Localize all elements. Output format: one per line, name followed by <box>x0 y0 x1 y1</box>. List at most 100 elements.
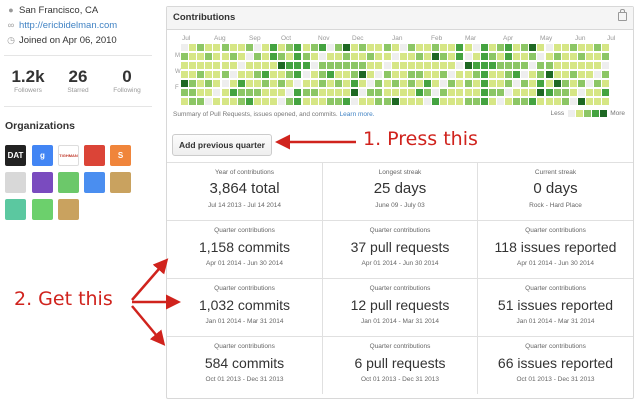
calendar-day[interactable] <box>278 71 286 78</box>
calendar-day[interactable] <box>286 71 294 78</box>
calendar-day[interactable] <box>456 71 464 78</box>
calendar-day[interactable] <box>197 80 205 87</box>
calendar-day[interactable] <box>383 44 391 51</box>
calendar-day[interactable] <box>229 44 237 51</box>
calendar-day[interactable] <box>594 62 602 69</box>
followers-stat[interactable]: 1.2k Followers <box>5 68 51 96</box>
calendar-day[interactable] <box>351 62 359 69</box>
calendar-day[interactable] <box>245 89 253 96</box>
calendar-day[interactable] <box>553 53 561 60</box>
calendar-day[interactable] <box>221 53 229 60</box>
calendar-day[interactable] <box>326 44 334 51</box>
calendar-day[interactable] <box>399 53 407 60</box>
calendar-day[interactable] <box>237 71 245 78</box>
organization-avatar[interactable] <box>5 172 26 193</box>
calendar-day[interactable] <box>545 98 553 105</box>
calendar-day[interactable] <box>569 89 577 96</box>
calendar-day[interactable] <box>561 62 569 69</box>
calendar-day[interactable] <box>586 98 593 105</box>
calendar-day[interactable] <box>245 80 253 87</box>
calendar-day[interactable] <box>529 71 537 78</box>
calendar-day[interactable] <box>432 53 440 60</box>
calendar-day[interactable] <box>448 89 456 96</box>
calendar-day[interactable] <box>367 89 375 96</box>
calendar-day[interactable] <box>496 44 504 51</box>
calendar-day[interactable] <box>391 62 399 69</box>
calendar-day[interactable] <box>569 44 577 51</box>
organization-avatar[interactable]: DAT <box>5 145 26 166</box>
calendar-day[interactable] <box>351 89 359 96</box>
calendar-day[interactable] <box>383 62 391 69</box>
calendar-day[interactable] <box>513 80 521 87</box>
calendar-day[interactable] <box>229 53 237 60</box>
calendar-day[interactable] <box>553 89 561 96</box>
calendar-day[interactable] <box>448 44 456 51</box>
calendar-day[interactable] <box>383 80 391 87</box>
organization-avatar[interactable] <box>32 172 53 193</box>
calendar-day[interactable] <box>181 71 188 78</box>
learn-more-link[interactable]: Learn more. <box>339 111 375 118</box>
calendar-day[interactable] <box>577 44 585 51</box>
calendar-day[interactable] <box>278 53 286 60</box>
calendar-day[interactable] <box>375 62 383 69</box>
calendar-day[interactable] <box>569 98 577 105</box>
calendar-day[interactable] <box>602 53 610 60</box>
calendar-day[interactable] <box>367 53 375 60</box>
calendar-day[interactable] <box>334 80 342 87</box>
calendar-day[interactable] <box>383 71 391 78</box>
calendar-day[interactable] <box>513 89 521 96</box>
calendar-day[interactable] <box>286 89 294 96</box>
calendar-day[interactable] <box>545 53 553 60</box>
calendar-day[interactable] <box>553 80 561 87</box>
calendar-day[interactable] <box>310 62 318 69</box>
calendar-day[interactable] <box>513 71 521 78</box>
calendar-day[interactable] <box>221 80 229 87</box>
calendar-day[interactable] <box>213 62 221 69</box>
calendar-day[interactable] <box>278 89 286 96</box>
calendar-day[interactable] <box>496 53 504 60</box>
calendar-day[interactable] <box>375 98 383 105</box>
calendar-day[interactable] <box>505 80 512 87</box>
calendar-day[interactable] <box>229 80 237 87</box>
calendar-day[interactable] <box>432 89 440 96</box>
calendar-day[interactable] <box>310 53 318 60</box>
calendar-day[interactable] <box>464 80 472 87</box>
calendar-day[interactable] <box>480 98 488 105</box>
organization-avatar[interactable] <box>84 145 105 166</box>
calendar-day[interactable] <box>318 98 326 105</box>
calendar-day[interactable] <box>440 44 448 51</box>
calendar-day[interactable] <box>472 80 480 87</box>
calendar-day[interactable] <box>334 62 342 69</box>
calendar-day[interactable] <box>343 98 350 105</box>
calendar-day[interactable] <box>602 89 610 96</box>
calendar-day[interactable] <box>424 80 431 87</box>
calendar-day[interactable] <box>189 98 197 105</box>
calendar-day[interactable] <box>496 89 504 96</box>
calendar-day[interactable] <box>537 53 545 60</box>
calendar-day[interactable] <box>529 98 537 105</box>
calendar-day[interactable] <box>359 53 367 60</box>
calendar-day[interactable] <box>294 62 302 69</box>
calendar-day[interactable] <box>553 71 561 78</box>
calendar-day[interactable] <box>278 98 286 105</box>
calendar-day[interactable] <box>367 80 375 87</box>
calendar-day[interactable] <box>286 53 294 60</box>
calendar-day[interactable] <box>529 44 537 51</box>
organization-avatar[interactable]: S <box>110 145 131 166</box>
calendar-day[interactable] <box>602 62 610 69</box>
calendar-day[interactable] <box>237 80 245 87</box>
calendar-day[interactable] <box>456 98 464 105</box>
calendar-day[interactable] <box>334 98 342 105</box>
website-link[interactable]: http://ericbidelman.com <box>19 20 118 31</box>
calendar-day[interactable] <box>488 71 496 78</box>
calendar-day[interactable] <box>480 80 488 87</box>
calendar-day[interactable] <box>537 89 545 96</box>
starred-stat[interactable]: 26 Starred <box>55 68 101 96</box>
calendar-day[interactable] <box>480 62 488 69</box>
calendar-day[interactable] <box>448 80 456 87</box>
calendar-day[interactable] <box>577 62 585 69</box>
calendar-day[interactable] <box>302 89 310 96</box>
calendar-day[interactable] <box>326 53 334 60</box>
calendar-day[interactable] <box>448 62 456 69</box>
calendar-day[interactable] <box>440 98 448 105</box>
